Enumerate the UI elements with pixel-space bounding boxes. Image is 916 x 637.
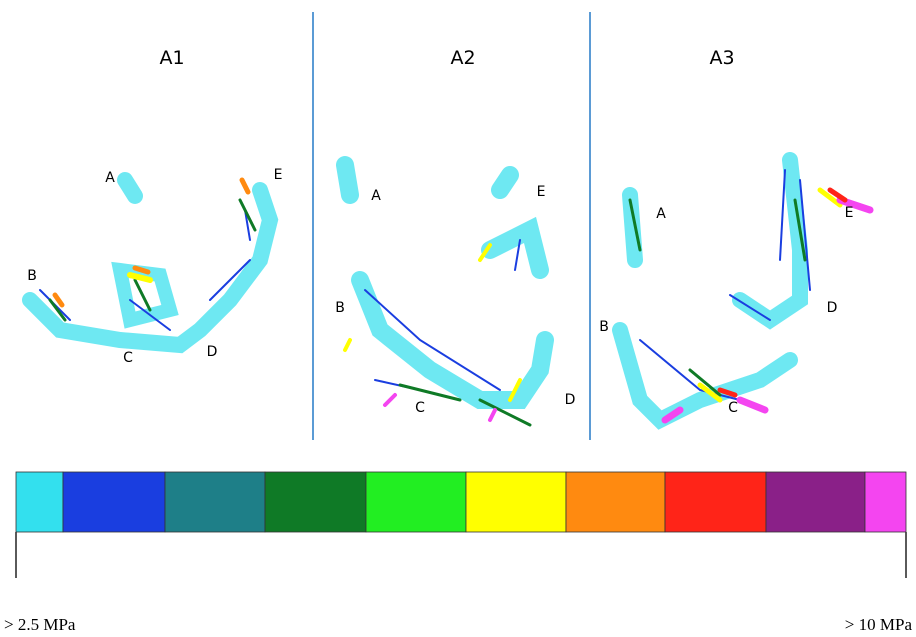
legend-min-label: > 2.5 MPa <box>4 615 76 634</box>
point-label: E <box>537 184 546 200</box>
panel-title: A2 <box>450 47 475 69</box>
point-label: A <box>371 188 381 204</box>
colorbar-ticks <box>15 532 907 578</box>
colorbar-segment <box>664 471 767 533</box>
colorbar-segment <box>15 471 64 533</box>
panel-title: A3 <box>709 47 734 69</box>
colorbar-segment <box>565 471 666 533</box>
colorbar-segment <box>765 471 866 533</box>
point-label: A <box>656 206 666 222</box>
point-label: C <box>728 400 738 416</box>
point-clouds <box>22 152 874 430</box>
colorbar-segment <box>164 471 266 533</box>
point-label: B <box>27 268 37 284</box>
colorbar-segment <box>465 471 567 533</box>
legend-max-label: > 10 MPa <box>845 615 913 634</box>
point-label: D <box>565 392 576 408</box>
point-label: E <box>274 167 283 183</box>
colorbar <box>15 471 907 533</box>
point-label: B <box>599 319 609 335</box>
separators <box>312 12 591 440</box>
point-label: C <box>415 400 425 416</box>
colorbar-segment <box>264 471 367 533</box>
panel-title: A1 <box>159 47 184 69</box>
point-label: B <box>335 300 345 316</box>
colorbar-segment <box>62 471 166 533</box>
point-label: C <box>123 350 133 366</box>
colorbar-segment <box>365 471 467 533</box>
colorbar-segment <box>864 471 907 533</box>
point-label: E <box>845 205 854 221</box>
point-label: D <box>207 344 218 360</box>
point-label: D <box>827 300 838 316</box>
point-label: A <box>105 170 115 186</box>
